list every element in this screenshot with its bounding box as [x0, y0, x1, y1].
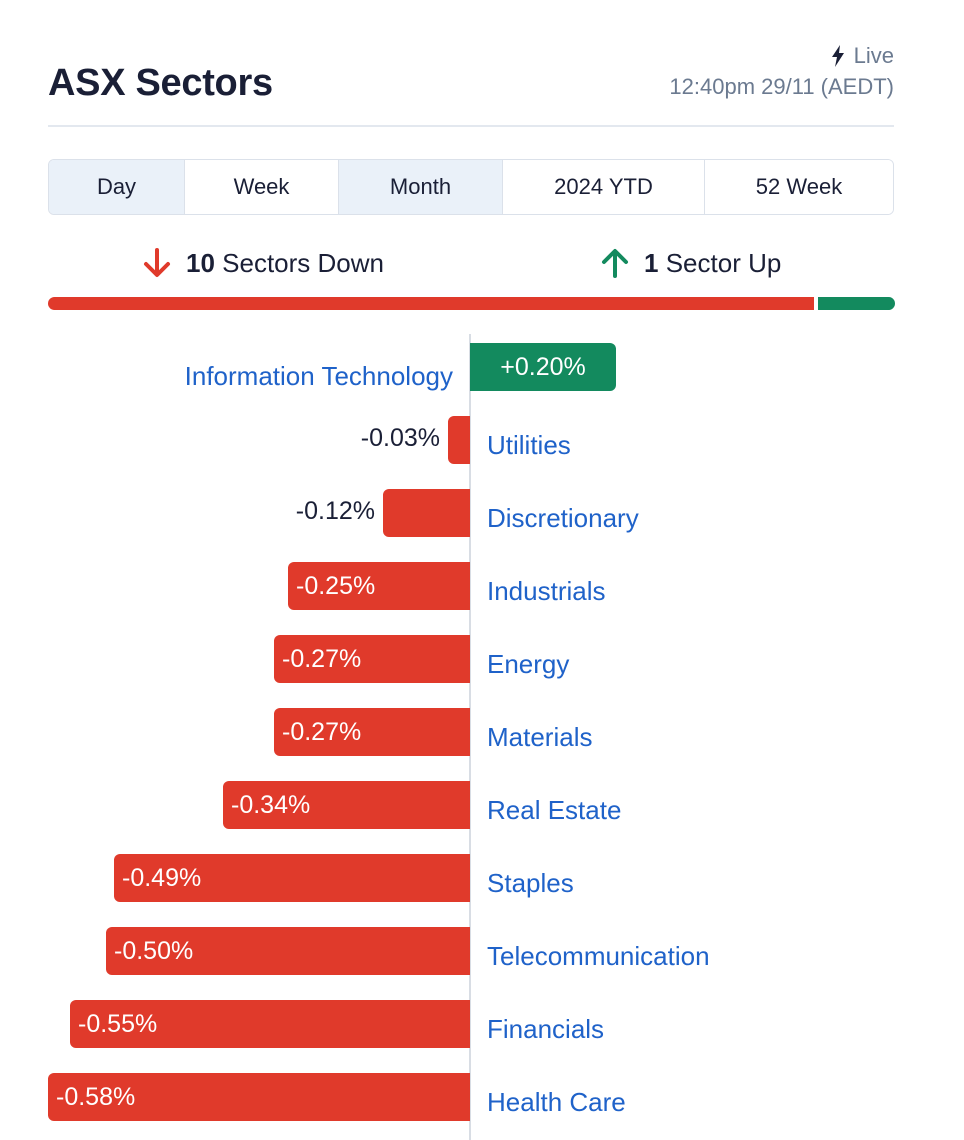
arrow-down-icon	[144, 248, 170, 277]
sector-value: -0.58%	[56, 1082, 136, 1111]
sector-row: -0.12% Discretionary	[0, 489, 964, 537]
tab-day[interactable]: Day	[49, 160, 185, 214]
up-label: Sector Up	[665, 247, 782, 278]
sector-bar: +0.20%	[470, 343, 616, 391]
sector-value: +0.20%	[500, 352, 586, 381]
header-divider	[48, 125, 894, 127]
sector-value: -0.12%	[295, 497, 375, 525]
sector-row: -0.25% Industrials	[0, 562, 964, 610]
sector-value: -0.49%	[122, 863, 202, 892]
sector-name-link[interactable]: Staples	[487, 868, 574, 898]
sector-name-link[interactable]: Materials	[487, 722, 593, 752]
live-indicator: Live	[830, 43, 894, 69]
sector-name-link[interactable]: Information Technology	[184, 361, 453, 391]
sector-name-link[interactable]: Discretionary	[487, 503, 639, 533]
live-label: Live	[853, 43, 894, 68]
tab-week[interactable]: Week	[185, 160, 339, 214]
tab-2024-ytd[interactable]: 2024 YTD	[503, 160, 705, 214]
sector-value: -0.25%	[296, 571, 376, 600]
sector-bar: -0.34%	[223, 781, 470, 829]
lightning-icon	[831, 45, 844, 67]
zero-axis	[469, 334, 471, 1140]
tab-52-week[interactable]: 52 Week	[705, 160, 893, 214]
sector-name-link[interactable]: Energy	[487, 649, 570, 679]
breadth-bar-down	[48, 297, 814, 310]
sector-name-link[interactable]: Telecommunication	[487, 941, 710, 971]
sector-row: -0.50% Telecommunication	[0, 927, 964, 975]
sector-name-link[interactable]: Real Estate	[487, 795, 622, 825]
arrow-up-icon	[602, 249, 628, 278]
sector-row: -0.58% Health Care	[0, 1073, 964, 1121]
sector-row: -0.03% Utilities	[0, 416, 964, 464]
page-title: ASX Sectors	[48, 62, 273, 104]
sector-row: +0.20% Information Technology	[0, 343, 964, 391]
sector-bar: -0.27%	[274, 708, 470, 756]
sector-name-link[interactable]: Utilities	[487, 430, 571, 460]
down-count: 10	[186, 247, 215, 278]
sector-bar: -0.25%	[288, 562, 470, 610]
sector-bar	[448, 416, 470, 464]
sector-value: -0.55%	[78, 1009, 158, 1038]
sector-value: -0.50%	[114, 936, 194, 965]
sector-row: -0.34% Real Estate	[0, 781, 964, 829]
sector-value: -0.34%	[231, 790, 311, 819]
sector-name-link[interactable]: Health Care	[487, 1087, 626, 1117]
sector-bar: -0.55%	[70, 1000, 470, 1048]
sector-name-link[interactable]: Financials	[487, 1014, 605, 1044]
sector-bar: -0.58%	[48, 1073, 470, 1121]
sector-bar	[383, 489, 470, 537]
period-tabs: Day Week Month 2024 YTD 52 Week	[48, 159, 894, 215]
sector-row: -0.27% Energy	[0, 635, 964, 683]
sector-bar: -0.27%	[274, 635, 470, 683]
sector-row: -0.55% Financials	[0, 1000, 964, 1048]
sector-value: -0.27%	[282, 644, 362, 673]
timestamp: 12:40pm 29/11 (AEDT)	[669, 74, 894, 99]
sector-name-link[interactable]: Industrials	[487, 576, 606, 606]
sector-row: -0.27% Materials	[0, 708, 964, 756]
tab-month[interactable]: Month	[339, 160, 503, 214]
sector-value: -0.27%	[282, 717, 362, 746]
sectors-down-summary: 10 Sectors Down	[140, 246, 384, 280]
sector-bar: -0.50%	[106, 927, 470, 975]
sectors-up-summary: 1 Sector Up	[598, 246, 781, 280]
up-count: 1	[644, 247, 659, 278]
sector-row: -0.49% Staples	[0, 854, 964, 902]
sector-bar: -0.49%	[114, 854, 470, 902]
breadth-bar-up	[818, 297, 895, 310]
down-label: Sectors Down	[222, 247, 384, 278]
sector-value: -0.03%	[360, 424, 440, 452]
